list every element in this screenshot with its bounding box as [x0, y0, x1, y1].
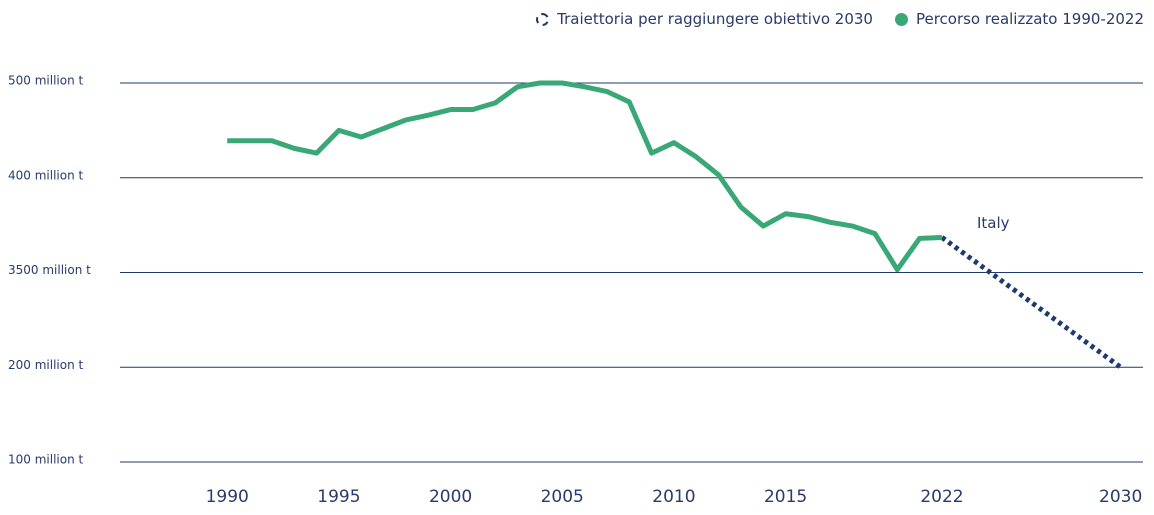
x-tick-label: 2015	[764, 487, 807, 507]
y-tick-label: 3500 million t	[8, 263, 91, 277]
legend-item: Percorso realizzato 1990-2022	[894, 10, 1144, 28]
y-tick-label: 100 million t	[8, 453, 84, 467]
legend-item: Traiettoria per raggiungere obiettivo 20…	[536, 10, 873, 28]
data-line	[227, 80, 943, 273]
legend-label: Traiettoria per raggiungere obiettivo 20…	[557, 10, 873, 28]
x-tick-label: 2030	[1099, 487, 1142, 507]
x-tick-label: 1990	[206, 487, 249, 507]
y-tick-label: 400 million t	[8, 168, 84, 182]
x-tick-label: 2010	[652, 487, 695, 507]
legend-label: Percorso realizzato 1990-2022	[915, 10, 1144, 28]
annotation: Italy	[977, 214, 1010, 232]
legend-swatch	[536, 12, 550, 26]
x-tick-label: 2000	[429, 487, 472, 507]
x-tick-label: 1995	[317, 487, 360, 507]
y-tick-label: 200 million t	[8, 358, 84, 372]
legend-swatch	[894, 12, 908, 26]
target-line	[940, 235, 1123, 370]
x-tick-label: 2022	[920, 487, 963, 507]
legend: Traiettoria per raggiungere obiettivo 20…	[536, 10, 1144, 28]
y-tick-label: 500 million t	[8, 74, 84, 88]
x-tick-label: 2005	[541, 487, 584, 507]
